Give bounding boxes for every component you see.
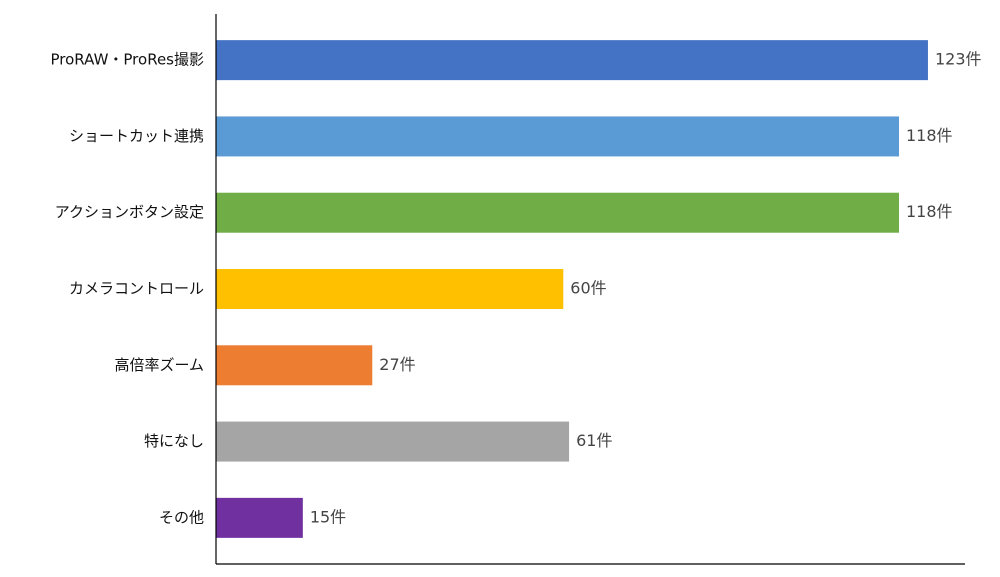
- y-tick-label: その他: [159, 508, 204, 526]
- bar: [216, 269, 564, 309]
- value-label: 123件: [935, 50, 982, 69]
- y-tick-label: ショートカット連携: [69, 127, 204, 145]
- bar: [216, 116, 900, 157]
- bar: [216, 192, 900, 233]
- bar: [216, 421, 570, 462]
- value-label: 118件: [906, 202, 953, 221]
- y-tick-label: 特になし: [144, 432, 204, 450]
- y-tick-label: 高倍率ズーム: [114, 356, 204, 374]
- value-label: 27件: [379, 355, 415, 374]
- value-label: 61件: [576, 431, 612, 450]
- y-tick-label: ProRAW・ProRes撮影: [51, 51, 204, 69]
- value-label: 60件: [570, 279, 606, 298]
- bar: [216, 40, 928, 81]
- y-tick-label: アクションボタン設定: [55, 203, 204, 221]
- bar: [216, 497, 303, 538]
- value-label: 15件: [310, 507, 346, 526]
- bar: [216, 345, 373, 386]
- value-label: 118件: [906, 126, 953, 145]
- y-tick-label: カメラコントロール: [69, 280, 204, 298]
